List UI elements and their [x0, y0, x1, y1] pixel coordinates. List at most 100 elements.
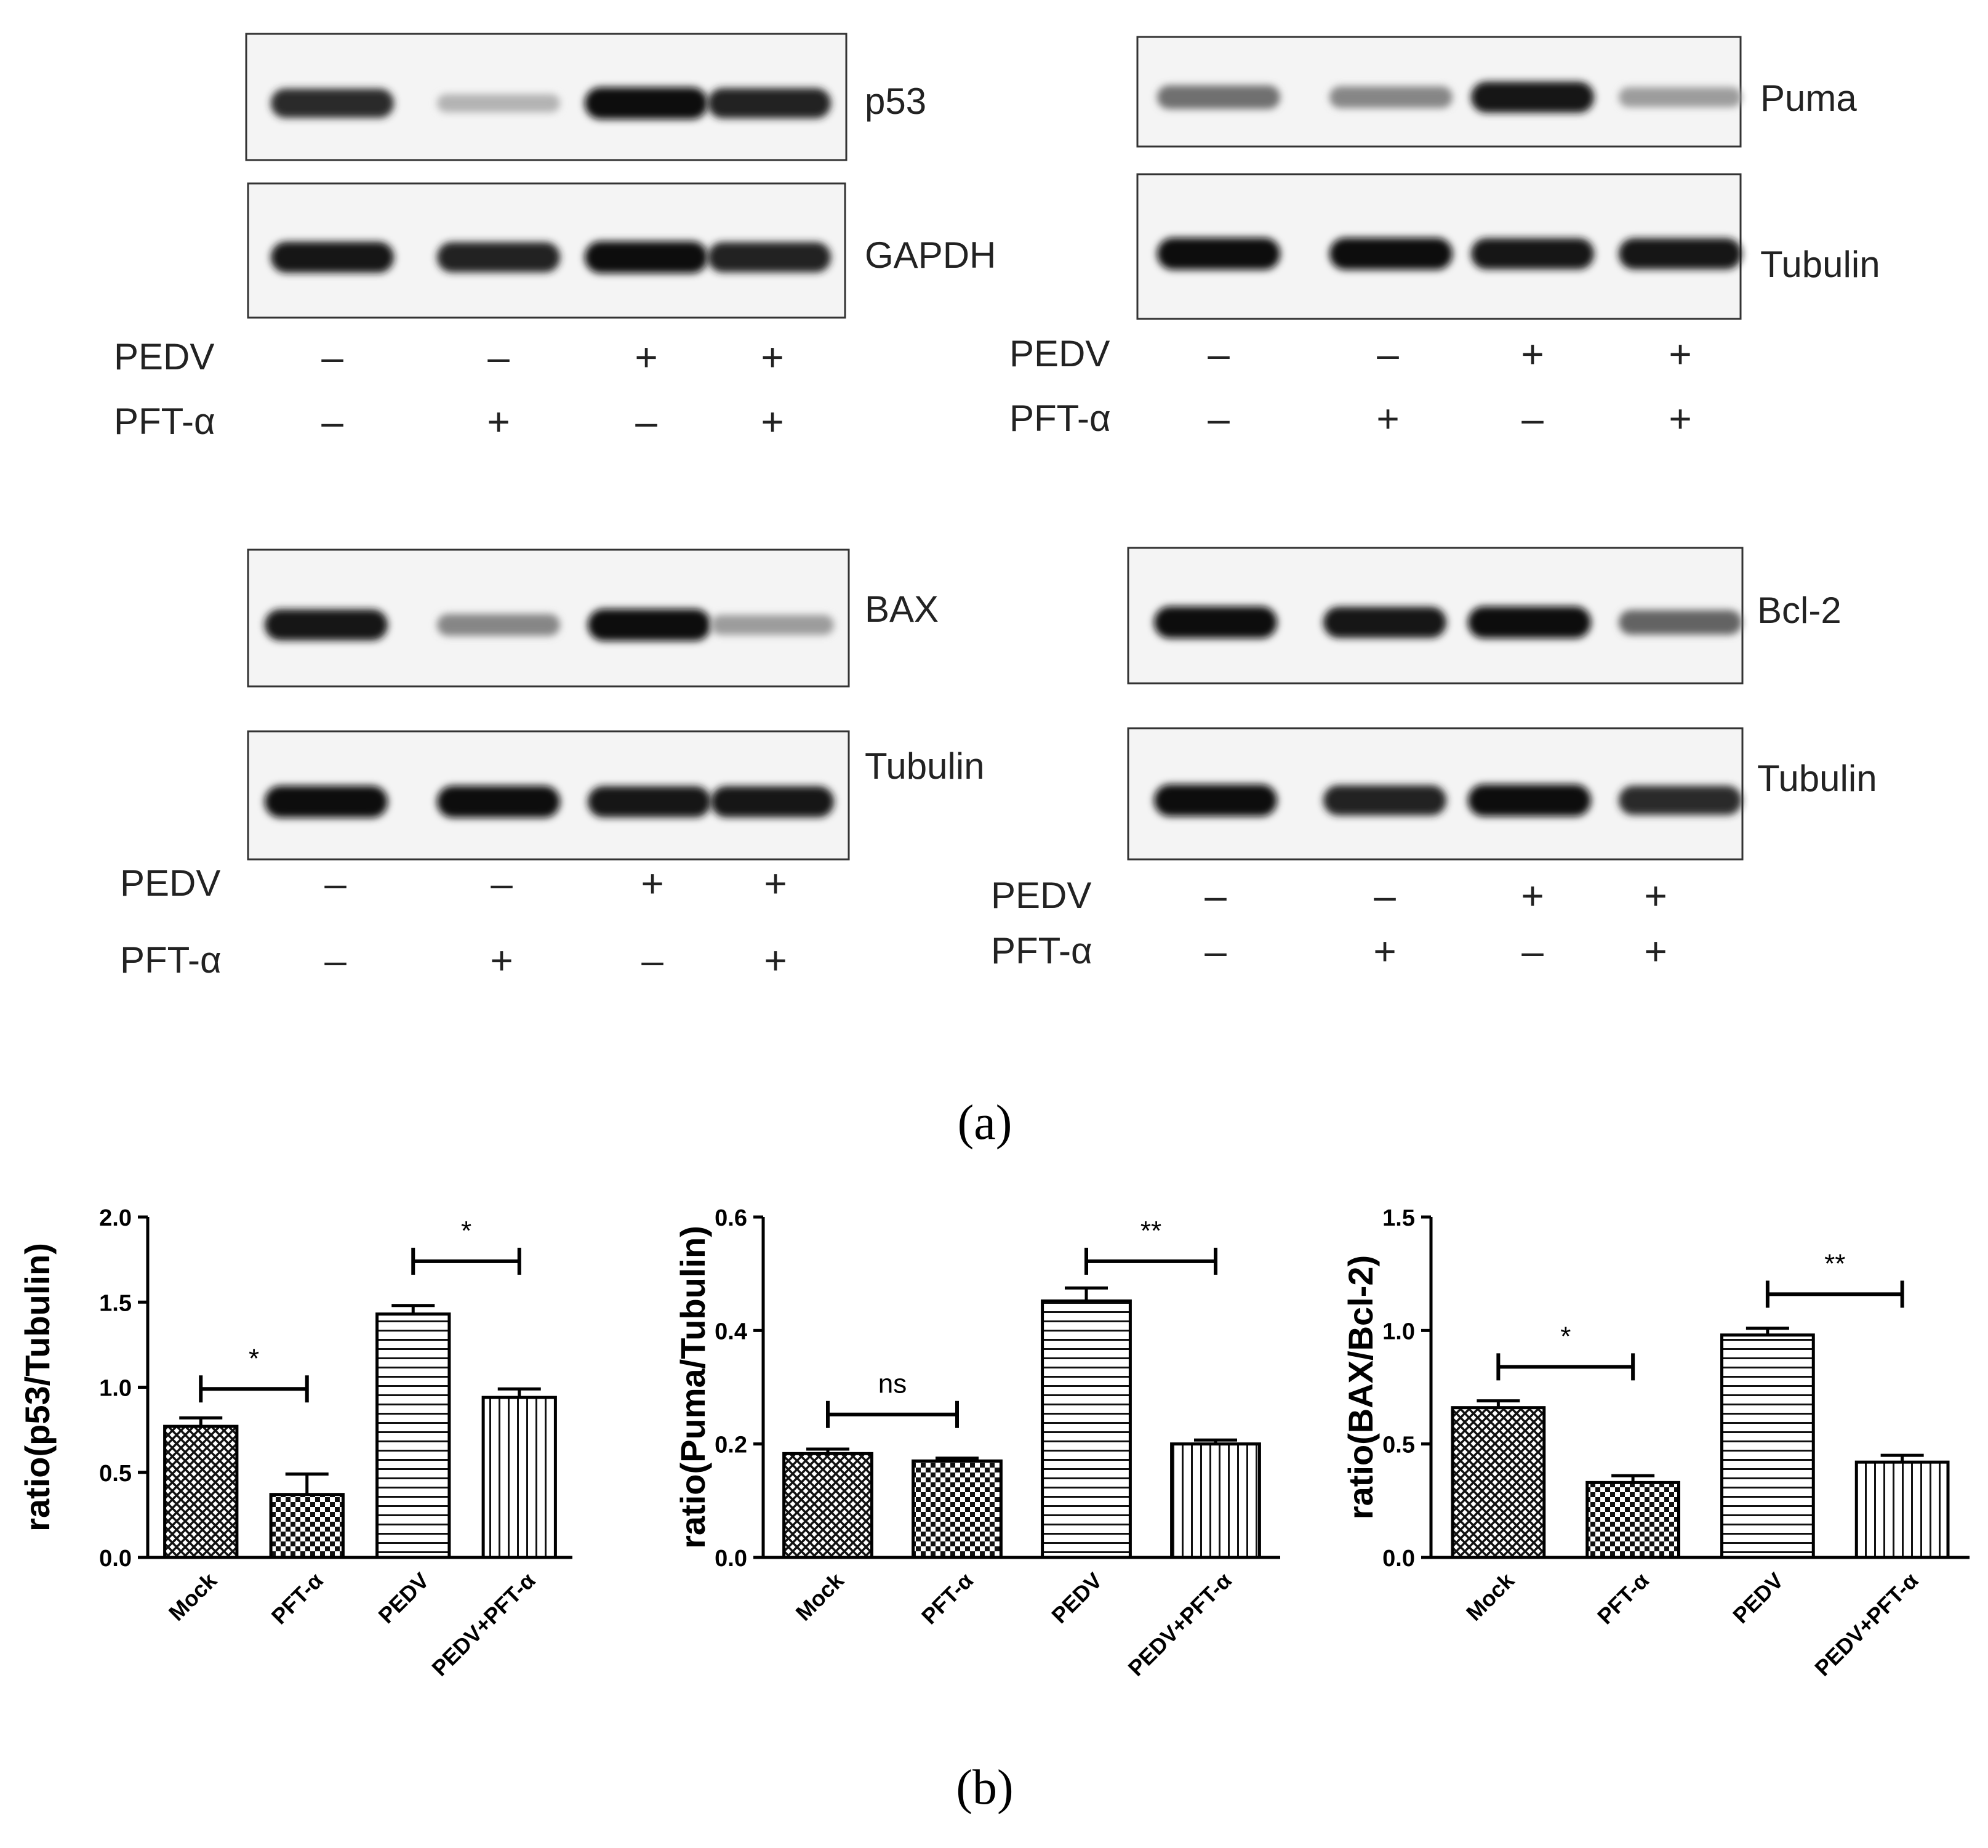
protein-band — [1154, 606, 1277, 638]
band-label: Tubulin — [1757, 758, 1877, 799]
protein-band — [437, 242, 560, 273]
x-tick-label: PFT-α — [1592, 1568, 1654, 1629]
bar — [481, 1396, 557, 1559]
bar — [1041, 1299, 1132, 1559]
protein-band — [585, 241, 708, 273]
significance-label: * — [461, 1216, 471, 1246]
treatment-label: PEDV — [991, 875, 1091, 916]
blot-panel-4: Bcl-2 Tubulin PEDV – – + + PFT-α – + – + — [991, 547, 1877, 973]
x-tick-label: PEDV+PFT-α — [427, 1568, 540, 1681]
band-label: p53 — [865, 81, 926, 122]
y-tick-label: 2.0 — [99, 1205, 132, 1231]
protein-band — [437, 614, 560, 636]
protein-band — [265, 785, 388, 818]
x-tick-label: PEDV — [374, 1568, 434, 1628]
protein-band — [1471, 81, 1594, 113]
treatment-sign: – — [1208, 332, 1230, 376]
protein-band — [1323, 785, 1446, 816]
treatment-sign: – — [1521, 396, 1544, 441]
x-tick-label: PEDV — [1728, 1568, 1788, 1628]
treatment-sign: + — [764, 938, 787, 982]
protein-band — [437, 785, 560, 818]
x-tick-label: PEDV — [1046, 1568, 1107, 1628]
treatment-label: PFT-α — [1009, 398, 1111, 439]
treatment-sign: + — [1644, 874, 1667, 918]
protein-band — [708, 88, 831, 119]
treatment-sign: + — [490, 938, 513, 982]
band-label: Tubulin — [865, 745, 985, 787]
blot-panel-3: BAX Tubulin PEDV – – + + PFT-α – + – + — [120, 548, 985, 982]
treatment-sign: + — [1521, 874, 1544, 918]
treatment-sign: + — [1521, 332, 1544, 376]
y-tick-label: 0.5 — [99, 1461, 132, 1487]
protein-band — [1471, 238, 1594, 270]
x-tick-label: Mock — [164, 1567, 222, 1626]
protein-band — [711, 614, 834, 635]
y-tick-label: 0.0 — [715, 1546, 747, 1572]
protein-band — [708, 242, 831, 273]
protein-band — [265, 609, 388, 641]
y-tick-label: 1.0 — [1382, 1319, 1415, 1344]
x-tick-label: PFT-α — [267, 1568, 328, 1629]
bar — [1170, 1442, 1261, 1559]
y-tick-label: 1.5 — [99, 1290, 132, 1316]
y-tick-label: 1.5 — [1382, 1205, 1415, 1231]
bar-chart-1: 0.0 0.5 1.0 1.5 2.0 ratio(p53/Tubulin) Mock PFT… — [18, 1205, 572, 1681]
protein-band — [1619, 238, 1742, 270]
protein-band — [1468, 606, 1591, 638]
y-tick-label: 1.0 — [99, 1376, 132, 1402]
protein-band — [588, 786, 711, 818]
bar — [782, 1452, 873, 1559]
protein-band — [271, 89, 394, 118]
protein-band — [1468, 784, 1591, 817]
bar — [375, 1312, 451, 1559]
protein-band — [1619, 87, 1742, 108]
treatment-sign: – — [491, 861, 513, 906]
treatment-sign: – — [321, 335, 343, 379]
treatment-sign: – — [1374, 874, 1396, 918]
protein-band — [1157, 238, 1280, 270]
significance-label: * — [1560, 1321, 1571, 1351]
y-axis-label: ratio(Puma/Tubulin) — [673, 1226, 712, 1549]
x-tick-label: PFT-α — [916, 1568, 978, 1629]
blot-panel-2: Puma Tubulin PEDV – – + + PFT-α – + – + — [1009, 36, 1880, 441]
protein-band — [1619, 785, 1742, 815]
treatment-sign: + — [1376, 396, 1399, 441]
protein-band — [711, 786, 834, 818]
significance-label: ns — [878, 1369, 907, 1399]
protein-band — [271, 241, 394, 273]
protein-band — [1323, 606, 1446, 638]
protein-band — [588, 609, 711, 641]
treatment-sign: – — [1204, 929, 1227, 973]
y-tick-label: 0.2 — [715, 1432, 747, 1458]
treatment-label: PEDV — [114, 336, 214, 377]
band-label: BAX — [865, 589, 939, 630]
treatment-label: PFT-α — [114, 401, 215, 442]
protein-band — [1329, 86, 1453, 108]
x-tick-label: PEDV+PFT-α — [1123, 1568, 1236, 1681]
protein-band — [1619, 610, 1742, 635]
treatment-sign: – — [641, 938, 663, 982]
treatment-label: PEDV — [1009, 333, 1110, 374]
y-tick-label: 0.0 — [99, 1546, 132, 1572]
protein-band — [1157, 85, 1280, 110]
protein-band — [437, 94, 560, 113]
treatment-label: PEDV — [120, 862, 220, 904]
y-axis-label: ratio(p53/Tubulin) — [18, 1243, 57, 1532]
treatment-sign: – — [324, 938, 347, 982]
treatment-sign: + — [1669, 396, 1691, 441]
treatment-sign: + — [761, 335, 784, 379]
bar — [1451, 1406, 1546, 1559]
treatment-sign: + — [635, 335, 657, 379]
panel-a-label: (a) — [958, 1096, 1012, 1150]
bar — [1585, 1480, 1680, 1559]
bar — [1720, 1333, 1815, 1559]
treatment-sign: – — [1377, 332, 1399, 376]
band-label: Puma — [1760, 78, 1857, 119]
band-label: GAPDH — [865, 235, 996, 276]
bar — [912, 1459, 1003, 1559]
protein-band — [1154, 784, 1277, 817]
protein-band — [1329, 238, 1453, 270]
